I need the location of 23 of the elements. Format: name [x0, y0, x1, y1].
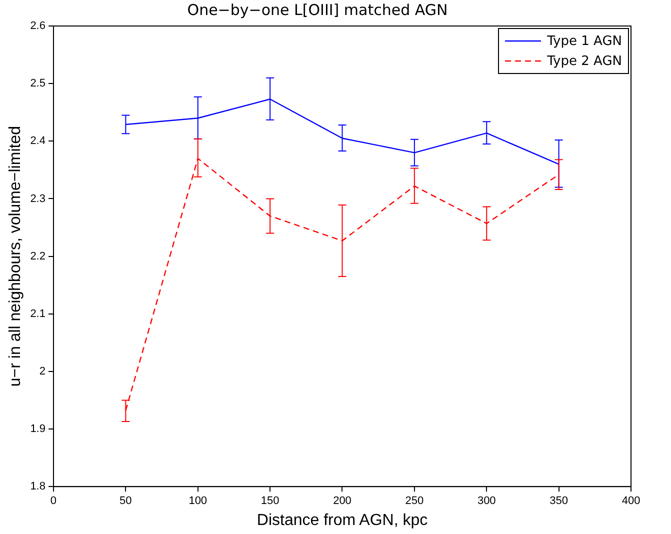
x-tick-label: 250: [405, 495, 424, 508]
y-tick-label: 2: [39, 365, 46, 378]
y-axis-title: u−r in all neighbours, volume−limited: [7, 126, 24, 387]
y-tick-label: 1.9: [30, 423, 46, 436]
legend-label: Type 2 AGN: [547, 54, 622, 68]
x-tick-label: 350: [550, 495, 568, 508]
y-tick-label: 2.2: [30, 250, 46, 262]
y-tick-label: 2.4: [30, 135, 46, 148]
y-tick-label: 2.1: [30, 308, 46, 320]
x-tick-label: 0: [50, 495, 57, 508]
x-tick-label: 150: [260, 495, 280, 508]
y-tick-label: 1.8: [30, 480, 46, 493]
legend-label: Type 1 AGN: [547, 34, 622, 48]
x-axis-title: Distance from AGN, kpc: [256, 512, 428, 529]
x-tick-label: 200: [333, 495, 352, 508]
x-tick-label: 100: [188, 495, 208, 508]
y-tick-label: 2.6: [30, 20, 46, 32]
x-tick-label: 400: [622, 495, 640, 508]
y-tick-label: 2.5: [30, 78, 46, 90]
y-tick-label: 2.3: [30, 192, 46, 205]
chart-title: One−by−one L[OIII] matched AGN: [187, 0, 448, 19]
x-tick-label: 300: [477, 495, 496, 508]
x-tick-label: 50: [120, 495, 132, 508]
